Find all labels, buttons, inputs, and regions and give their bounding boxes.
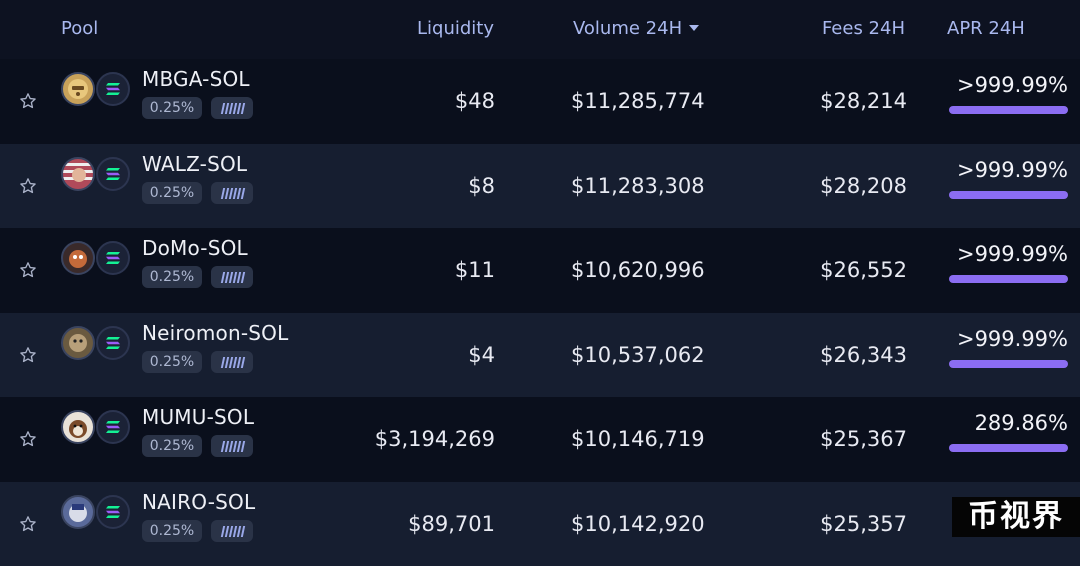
apr-bar (949, 275, 1068, 283)
table-row[interactable]: MBGA-SOL 0.25% $48 $11,285,774 $28,214 >… (0, 59, 1080, 144)
pool-pair[interactable]: NAIRO-SOL (142, 490, 255, 514)
table-row[interactable]: WALZ-SOL 0.25% $8 $11,283,308 $28,208 >9… (0, 144, 1080, 229)
apr-value: >999.99% (957, 73, 1068, 97)
sol-icon (96, 410, 130, 444)
apr-value: >999.99% (957, 158, 1068, 182)
sol-icon (96, 326, 130, 360)
volume-value: $10,620,996 (571, 258, 705, 282)
fee-tier-badge: 0.25% (142, 435, 202, 457)
column-volume-label: Volume 24H (573, 18, 682, 39)
liquidity-value: $48 (455, 89, 495, 113)
fees-value: $25,357 (820, 512, 907, 536)
fee-tier-badge: 0.25% (142, 97, 202, 119)
liquidity-value: $3,194,269 (375, 427, 495, 451)
token-icon (61, 72, 95, 106)
fee-tier-badge: 0.25% (142, 520, 202, 542)
apr-bar (949, 191, 1068, 199)
table-row[interactable]: NAIRO-SOL 0.25% $89,701 $10,142,920 $25,… (0, 482, 1080, 566)
fees-value: $28,208 (820, 174, 907, 198)
pool-pair[interactable]: MUMU-SOL (142, 405, 254, 429)
sol-icon (96, 72, 130, 106)
watermark-logo: 币视界 (952, 497, 1080, 537)
fees-value: $26,343 (820, 343, 907, 367)
fee-tier-badge: 0.25% (142, 182, 202, 204)
table-row[interactable]: MUMU-SOL 0.25% $3,194,269 $10,146,719 $2… (0, 397, 1080, 482)
token-icon (61, 241, 95, 275)
column-apr[interactable]: APR 24H (947, 18, 1025, 39)
apr-value: 289.86% (975, 411, 1068, 435)
apr-value: >999.99% (957, 327, 1068, 351)
volume-value: $11,283,308 (571, 174, 705, 198)
column-fees[interactable]: Fees 24H (822, 18, 905, 39)
fees-value: $25,367 (820, 427, 907, 451)
pool-type-badge (211, 97, 253, 119)
column-liquidity[interactable]: Liquidity (417, 18, 494, 39)
table-row[interactable]: DoMo-SOL 0.25% $11 $10,620,996 $26,552 >… (0, 228, 1080, 313)
pool-type-badge (211, 351, 253, 373)
liquidity-value: $8 (468, 174, 495, 198)
pool-type-badge (211, 435, 253, 457)
volume-value: $10,537,062 (571, 343, 705, 367)
table-header: Pool Liquidity Volume 24H Fees 24H APR 2… (0, 0, 1080, 58)
pool-type-badge (211, 182, 253, 204)
column-pool[interactable]: Pool (61, 18, 98, 39)
token-icon (61, 157, 95, 191)
apr-bar (949, 360, 1068, 368)
pool-pair[interactable]: WALZ-SOL (142, 152, 247, 176)
volume-value: $10,146,719 (571, 427, 705, 451)
table-row[interactable]: Neiromon-SOL 0.25% $4 $10,537,062 $26,34… (0, 313, 1080, 398)
sol-icon (96, 157, 130, 191)
token-icon (61, 495, 95, 529)
pool-type-badge (211, 266, 253, 288)
token-icon (61, 410, 95, 444)
column-volume[interactable]: Volume 24H (573, 18, 699, 39)
star-icon[interactable] (19, 346, 37, 364)
liquidity-value: $89,701 (408, 512, 495, 536)
liquidity-value: $11 (455, 258, 495, 282)
star-icon[interactable] (19, 177, 37, 195)
star-icon[interactable] (19, 515, 37, 533)
volume-value: $11,285,774 (571, 89, 705, 113)
pool-type-badge (211, 520, 253, 542)
liquidity-value: $4 (468, 343, 495, 367)
sol-icon (96, 241, 130, 275)
caret-down-icon (689, 25, 699, 31)
volume-value: $10,142,920 (571, 512, 705, 536)
star-icon[interactable] (19, 261, 37, 279)
apr-value: >999.99% (957, 242, 1068, 266)
star-icon[interactable] (19, 430, 37, 448)
fee-tier-badge: 0.25% (142, 351, 202, 373)
apr-bar (949, 444, 1068, 452)
sol-icon (96, 495, 130, 529)
apr-bar (949, 106, 1068, 114)
pool-pair[interactable]: DoMo-SOL (142, 236, 248, 260)
star-icon[interactable] (19, 92, 37, 110)
token-icon (61, 326, 95, 360)
pool-list: MBGA-SOL 0.25% $48 $11,285,774 $28,214 >… (0, 59, 1080, 566)
fees-value: $28,214 (820, 89, 907, 113)
pool-pair[interactable]: MBGA-SOL (142, 67, 250, 91)
fee-tier-badge: 0.25% (142, 266, 202, 288)
fees-value: $26,552 (820, 258, 907, 282)
pool-pair[interactable]: Neiromon-SOL (142, 321, 288, 345)
